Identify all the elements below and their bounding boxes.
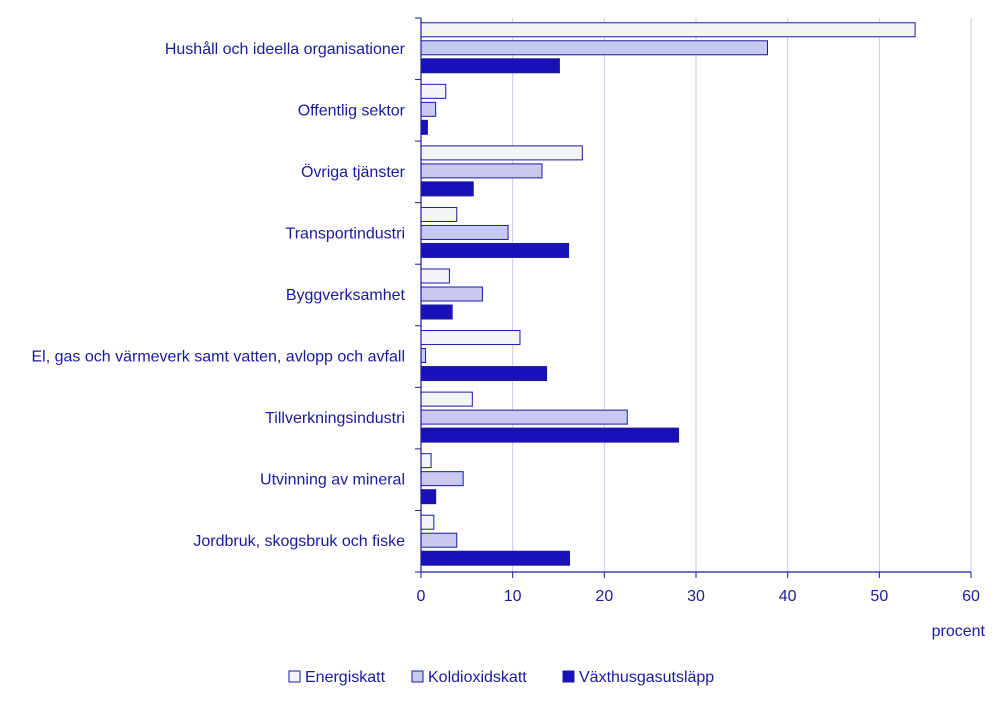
bar xyxy=(420,40,768,56)
x-tick-label: 30 xyxy=(687,588,705,605)
bar xyxy=(420,391,473,407)
category-label: Tillverkningsindustri xyxy=(265,410,405,427)
bars xyxy=(420,22,916,566)
bar xyxy=(420,550,570,566)
x-tick-label: 60 xyxy=(962,588,980,605)
bar xyxy=(420,22,916,38)
legend-label: Koldioxidskatt xyxy=(428,669,527,686)
bar xyxy=(420,366,548,382)
category-label: Offentlig sektor xyxy=(298,102,406,119)
bar xyxy=(420,119,428,135)
axes xyxy=(415,17,972,578)
bar xyxy=(420,224,509,240)
bar xyxy=(420,514,435,530)
bar xyxy=(420,453,432,469)
tick-labels: 0 10 20 30 40 50 60 xyxy=(417,588,980,605)
legend: Energiskatt Koldioxidskatt Växthusgasutslä… xyxy=(288,669,714,686)
legend-swatch xyxy=(288,670,301,683)
x-tick-label: 40 xyxy=(779,588,797,605)
bar xyxy=(420,286,483,302)
x-tick-label: 50 xyxy=(870,588,888,605)
bar xyxy=(420,268,450,284)
bar xyxy=(420,471,464,487)
category-label: Transportindustri xyxy=(286,225,405,242)
category-label: Hushåll och ideella organisationer xyxy=(165,40,406,58)
bar xyxy=(420,181,474,197)
bar xyxy=(420,83,447,99)
grid-lines xyxy=(512,18,972,572)
x-tick-label: 10 xyxy=(504,588,522,605)
category-label: El, gas och värmeverk samt vatten, avlop… xyxy=(31,349,405,366)
x-axis-unit-label: procent xyxy=(932,623,986,640)
bar xyxy=(420,242,570,258)
category-label: Byggverksamhet xyxy=(286,287,406,304)
legend-swatch xyxy=(562,670,575,683)
category-labels: Hushåll och ideella organisationer Offent… xyxy=(31,40,405,550)
bar xyxy=(420,145,583,161)
bar xyxy=(420,163,543,179)
category-label: Övriga tjänster xyxy=(301,163,406,181)
bar xyxy=(420,532,458,548)
bar xyxy=(420,58,560,74)
bar xyxy=(420,409,628,425)
x-tick-label: 0 xyxy=(417,588,426,605)
legend-swatch xyxy=(411,670,424,683)
category-label: Utvinning av mineral xyxy=(260,472,405,489)
bar xyxy=(420,348,427,364)
category-label: Jordbruk, skogsbruk och fiske xyxy=(193,533,405,550)
legend-label: Växthusgasutsläpp xyxy=(579,669,714,686)
bar xyxy=(420,330,521,346)
bar xyxy=(420,206,458,222)
bar xyxy=(420,101,437,117)
x-tick-label: 20 xyxy=(595,588,613,605)
legend-label: Energiskatt xyxy=(305,669,386,686)
bar xyxy=(420,304,453,320)
bar xyxy=(420,489,437,505)
bar xyxy=(420,427,680,443)
